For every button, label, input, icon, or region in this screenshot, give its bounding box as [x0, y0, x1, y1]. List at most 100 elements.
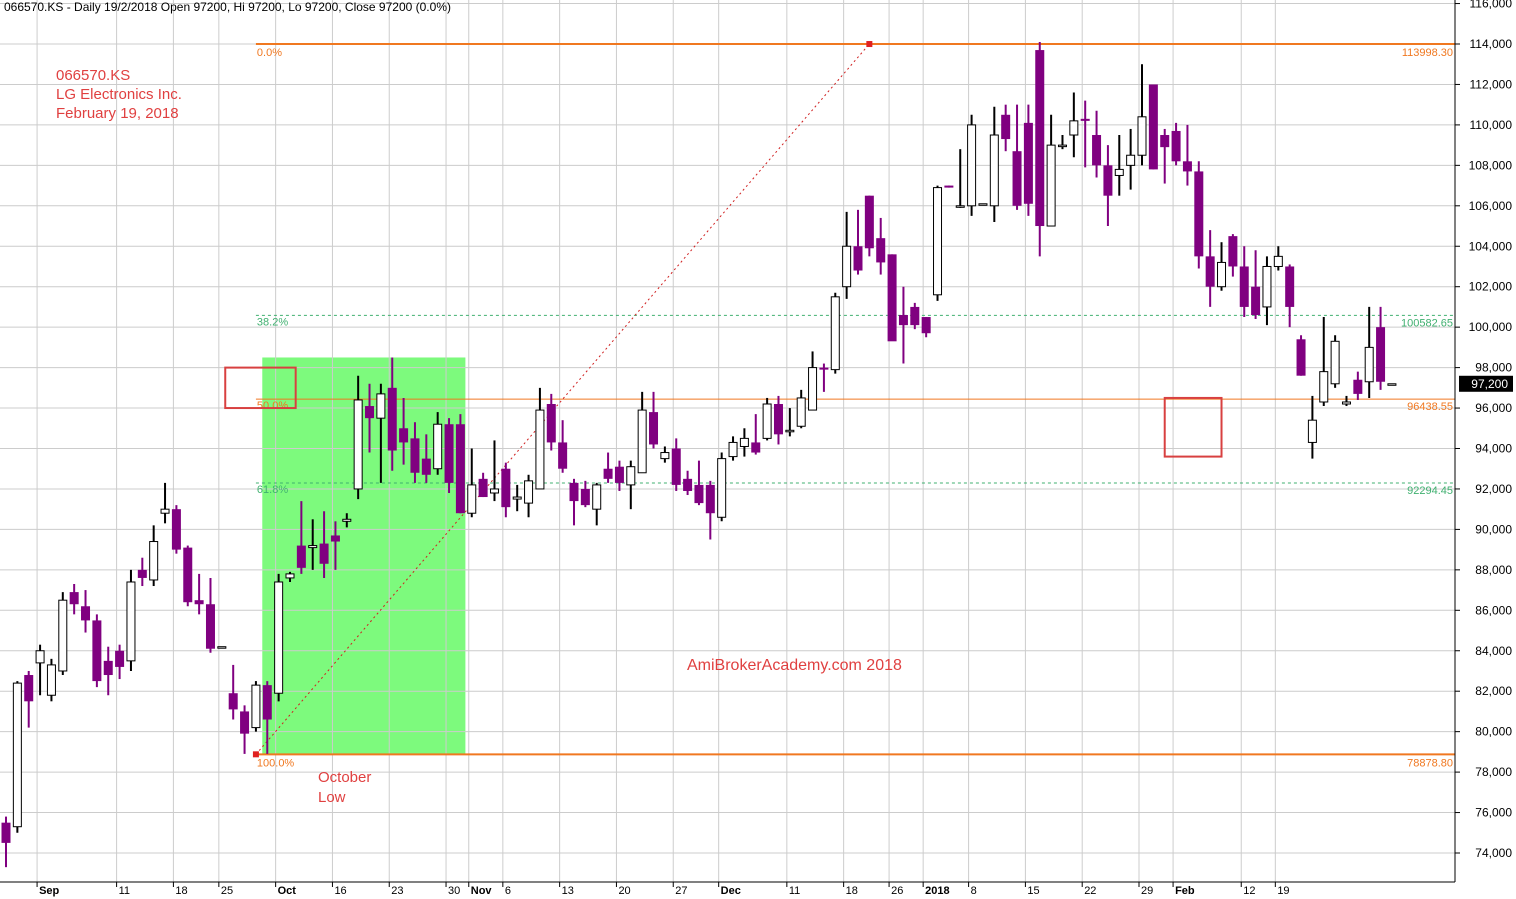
candle-body-up — [160, 508, 170, 514]
y-tick-label: 90,000 — [1475, 522, 1512, 536]
candle-body-down — [603, 468, 613, 479]
candle-body-down — [1285, 266, 1295, 307]
y-tick-label: 84,000 — [1475, 644, 1512, 658]
fib-value-label: 100582.65 — [1401, 317, 1453, 329]
candle-body-down — [319, 543, 329, 564]
candle-body-up — [1387, 383, 1397, 386]
candle-body-up — [524, 480, 534, 504]
candle-body-up — [353, 399, 363, 490]
candle-body-up — [12, 682, 22, 828]
candle-body-down — [1103, 165, 1113, 196]
candle-body-up — [58, 599, 68, 672]
candle-body-down — [569, 482, 579, 502]
candle-body-up — [1137, 116, 1147, 156]
candle-body-down — [171, 509, 181, 550]
candle-body-up — [489, 488, 499, 494]
candle-body-up — [739, 437, 749, 447]
y-tick-label: 74,000 — [1475, 846, 1512, 860]
candle-body-up — [830, 296, 840, 371]
x-tick-label: 16 — [334, 885, 346, 897]
candle-body-up — [785, 429, 795, 433]
candle-body-up — [274, 581, 284, 694]
candle-body-down — [1296, 339, 1306, 376]
fib-anchor-high — [866, 41, 873, 48]
candle-body-down — [1239, 266, 1249, 307]
candle-body-up — [149, 541, 159, 581]
y-tick-label: 76,000 — [1475, 806, 1512, 820]
candle-body-down — [1182, 161, 1192, 172]
candle-body-down — [898, 315, 908, 326]
y-tick-label: 88,000 — [1475, 563, 1512, 577]
candle-body-down — [455, 424, 465, 514]
watermark-text: AmiBrokerAcademy.com 2018 — [687, 657, 902, 674]
y-axis-area — [1455, 0, 1516, 899]
x-tick-label: 22 — [1084, 885, 1096, 897]
candle-body-up — [1273, 255, 1283, 267]
candle-body-down — [365, 406, 375, 419]
candle-body-up — [989, 134, 999, 207]
y-tick-label: 108,000 — [1469, 158, 1513, 172]
candle-body-down — [399, 428, 409, 443]
candle-body-down — [1023, 122, 1033, 204]
box-february-low — [1163, 396, 1223, 458]
candle-body-up — [433, 423, 443, 470]
candle-body-up — [342, 518, 352, 522]
fib-pct-label: 38.2% — [257, 316, 288, 328]
candle-body-up — [1217, 261, 1227, 288]
fib-value-label: 96438.55 — [1407, 401, 1453, 413]
candle-body-down — [296, 545, 306, 568]
candle-body-down — [69, 592, 79, 605]
candle-body-down — [1251, 286, 1261, 316]
candle-body-down — [228, 693, 238, 710]
candle-body-up — [637, 409, 647, 474]
y-tick-label: 116,000 — [1470, 0, 1513, 11]
candle-body-up — [955, 205, 965, 208]
y-tick-label: 98,000 — [1475, 361, 1512, 375]
y-tick-label: 94,000 — [1475, 442, 1512, 456]
y-tick-label: 110,000 — [1470, 118, 1513, 132]
candle-body-up — [285, 573, 295, 579]
candle-body-up — [1330, 340, 1340, 385]
candle-body-down — [649, 412, 659, 445]
green-shaded-zone — [262, 357, 466, 754]
fib-value-label: 92294.45 — [1407, 485, 1453, 497]
annotation-company: LG Electronics Inc. — [56, 86, 182, 103]
candle-body-down — [683, 478, 693, 491]
chart-header: 066570.KS - Daily 19/2/2018 Open 97200, … — [4, 0, 451, 14]
y-tick-label: 102,000 — [1469, 280, 1513, 294]
candle-body-up — [1046, 144, 1056, 227]
candle-body-down — [819, 367, 829, 370]
candle-body-up — [1364, 346, 1374, 383]
candle-body-down — [671, 448, 681, 485]
candle-body-down — [558, 442, 568, 469]
y-tick-label: 106,000 — [1469, 199, 1513, 213]
candle-body-down — [137, 569, 147, 578]
candle-body-down — [478, 478, 488, 498]
y-tick-label: 112,000 — [1470, 77, 1513, 91]
candle-body-down — [240, 711, 250, 734]
x-tick-label: 13 — [562, 885, 574, 897]
candle-body-down — [773, 404, 783, 435]
y-tick-label: 80,000 — [1475, 725, 1512, 739]
candle-body-down — [1376, 327, 1386, 382]
fib-pct-label: 100.0% — [257, 757, 295, 769]
box-fifty-percent — [224, 366, 297, 410]
fib-pct-label: 0.0% — [257, 47, 282, 59]
y-tick-label: 92,000 — [1475, 482, 1512, 496]
candle-body-down — [1001, 114, 1011, 140]
x-tick-label: Sep — [39, 885, 59, 897]
y-tick-label: 78,000 — [1475, 765, 1512, 779]
candle-body-down — [921, 317, 931, 334]
last-price-label: 97,200 — [1471, 377, 1508, 391]
candle-body-up — [35, 650, 45, 664]
candle-body-up — [967, 124, 977, 207]
candle-body-down — [501, 468, 511, 508]
candle-body-down — [694, 484, 704, 504]
candle-body-down — [421, 458, 431, 475]
x-tick-label: 25 — [221, 885, 233, 897]
candle-body-down — [115, 650, 125, 667]
x-tick-label: Nov — [471, 885, 493, 897]
y-tick-label: 100,000 — [1469, 320, 1513, 334]
candle-body-down — [1171, 130, 1181, 162]
annotation-ticker: 066570.KS — [56, 67, 130, 84]
